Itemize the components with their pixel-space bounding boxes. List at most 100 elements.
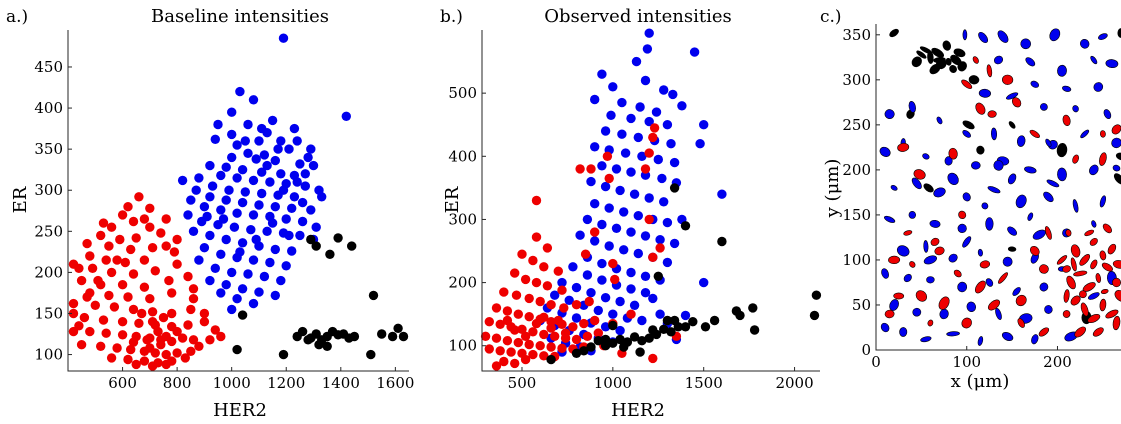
cell-red [987,110,997,118]
cell-blue [948,253,958,263]
point-blue [635,102,645,112]
point-blue [265,177,275,187]
point-red [167,308,177,319]
point-black [629,332,640,342]
point-red [117,210,128,220]
cell-blue [920,336,932,343]
point-red [126,244,136,255]
y-tick-label: 500 [448,84,477,102]
cell-red [1105,309,1119,319]
point-blue [317,192,327,202]
point-red [626,309,636,319]
point-red [571,300,582,310]
panel-a-x-axis-label: HER2 [213,400,267,421]
point-blue [281,261,291,271]
point-red [559,303,569,313]
point-blue [597,258,607,269]
point-blue [615,296,625,307]
cell-red [1099,152,1107,166]
point-blue [227,267,237,278]
point-red [183,320,193,330]
cell-blue [926,276,935,284]
y-tick-label: 150 [842,206,871,224]
point-blue [662,217,673,228]
point-blue [295,230,305,241]
point-black [653,271,663,281]
point-blue [191,185,201,195]
point-blue [617,129,627,139]
point-red [528,255,538,266]
cell-blue [1098,33,1108,40]
point-blue [248,95,259,105]
point-blue [199,202,210,212]
cell-red [1111,124,1121,135]
point-red [513,337,523,348]
cell-blue [1072,199,1079,213]
point-red [96,230,106,241]
point-red [511,290,522,300]
point-blue [717,189,727,199]
point-blue [582,214,593,225]
cell-red [1029,129,1040,138]
point-blue [240,136,250,146]
cell-blue [1093,82,1104,92]
point-blue [640,271,651,281]
point-blue [213,119,223,130]
point-red [147,317,158,327]
point-red [161,349,171,360]
panel-c-x-axis-label: x (μm) [951,371,1010,392]
cell-blue [962,192,971,202]
point-red [126,344,136,355]
point-blue [237,238,248,248]
point-red [167,288,177,298]
point-red [531,277,542,288]
point-red [553,266,563,276]
point-blue [216,249,226,259]
point-blue [265,257,275,268]
point-red [499,287,509,297]
point-black [811,290,822,300]
point-blue [564,295,574,305]
point-blue [604,203,614,213]
y-tick-label: 200 [842,161,871,179]
point-blue [657,173,667,184]
point-red [153,326,163,337]
point-blue [237,197,248,208]
cell-red [1102,223,1112,234]
point-red [98,218,109,228]
point-blue [240,187,250,197]
point-blue [695,139,705,149]
point-blue [270,155,280,166]
point-blue [608,82,618,92]
point-red [502,306,513,316]
point-blue [243,119,253,130]
point-blue [232,208,242,218]
point-blue [292,136,302,146]
point-red [517,324,527,334]
cell-red [1044,226,1052,240]
point-red [524,293,534,304]
point-blue [297,216,308,227]
point-blue [586,176,596,187]
point-red [539,312,549,322]
cell-red [1070,295,1081,306]
cell-red [1111,277,1121,288]
point-red [644,214,654,225]
point-red [579,318,589,329]
point-red [188,335,199,345]
cell-red [1074,326,1087,338]
point-blue [292,177,302,187]
point-blue [597,161,607,171]
point-red [93,275,103,286]
cell-blue [1105,59,1119,69]
y-tick-label: 200 [34,263,63,281]
point-black [377,329,387,339]
point-black [325,249,335,259]
cell-black [931,47,944,58]
point-red [68,298,79,309]
cell-red [884,309,895,319]
cell-blue [929,219,941,228]
panel-a-label: a.) [6,7,28,27]
y-tick-label: 100 [842,251,871,269]
panel-b-ticks: 500 1000 1500 2000 100 200 300 400 500 [448,84,813,392]
